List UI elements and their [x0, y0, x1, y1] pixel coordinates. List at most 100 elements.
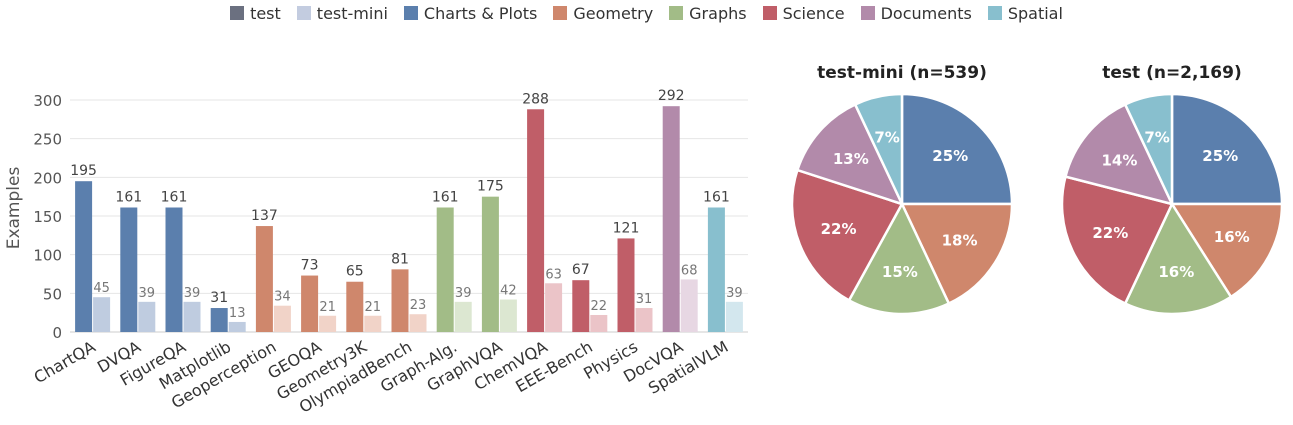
pie-title: test (n=2,169): [1102, 63, 1241, 83]
data-label-test: 73: [301, 258, 319, 274]
pie-slice: [853, 92, 904, 205]
pie-slice-label: 22%: [821, 220, 857, 238]
data-label-test: 175: [477, 179, 504, 195]
data-label-test-mini: 31: [636, 292, 653, 307]
pie-slice-label: 16%: [1214, 228, 1250, 246]
pie-slice-label: 15%: [882, 263, 918, 281]
bar-test-mini: [545, 283, 563, 332]
y-axis-label: Examples: [4, 167, 24, 250]
bar-test-mini: [364, 315, 382, 332]
data-label-test: 137: [251, 208, 278, 224]
pie-slice: [790, 168, 904, 303]
bar-test-mini: [499, 299, 517, 332]
bar-chart: 0 50 100 150 200 250 300 Examples 195 45 ChartQA 16…: [4, 88, 748, 417]
pie-slice: [1170, 92, 1284, 206]
pie-chart-test: test (n=2,169) 25% 16% 16% 22% 14% 7%: [1060, 63, 1284, 316]
y-tick-label: 150: [33, 208, 62, 226]
data-label-test: 161: [115, 189, 142, 205]
x-tick-label: ChartQA: [31, 337, 99, 387]
bar-test-mini: [680, 279, 698, 332]
bar-test-mini: [725, 301, 743, 332]
data-label-test-mini: 21: [319, 300, 336, 315]
data-label-test-mini: 34: [274, 290, 291, 305]
bar-test: [436, 207, 454, 332]
y-tick-label: 50: [43, 285, 62, 303]
pie-slice: [1063, 102, 1175, 206]
bar-test: [527, 109, 545, 332]
data-label-test: 161: [703, 189, 730, 205]
bar-test: [662, 106, 680, 332]
legend-swatch: [553, 6, 568, 20]
data-label-test-mini: 39: [184, 286, 201, 301]
data-label-test-mini: 68: [681, 263, 698, 278]
data-label-test-mini: 21: [365, 300, 382, 315]
data-label-test: 292: [658, 88, 685, 104]
pie-slice: [1060, 175, 1174, 306]
legend-swatch: [230, 6, 245, 20]
legend-label: Science: [782, 3, 845, 23]
pie-slice: [847, 201, 951, 316]
bar-test: [391, 269, 409, 332]
pie-slice-label: 22%: [1092, 224, 1128, 242]
legend-item-charts-plots: Charts & Plots: [403, 3, 538, 23]
data-label-test-mini: 13: [229, 306, 246, 321]
data-label-test: 31: [210, 290, 228, 306]
legend-swatch: [669, 6, 684, 20]
legend-swatch: [987, 6, 1002, 20]
legend-item-test: test: [230, 4, 281, 23]
legend-swatch: [860, 6, 875, 20]
pie-chart-test-mini: test-mini (n=539) 25% 18% 15% 22% 13% 7%: [790, 63, 1014, 316]
bar-test-mini: [183, 301, 201, 332]
legend-item-documents: Documents: [860, 4, 972, 23]
legend-item-spatial: Spatial: [987, 4, 1063, 23]
pie-slice-label: 13%: [833, 150, 869, 168]
data-label-test-mini: 39: [139, 286, 156, 301]
legend: test test-mini Charts & Plots Geometry G…: [0, 0, 1293, 26]
bar-test: [210, 308, 228, 332]
data-label-test: 67: [572, 262, 590, 278]
legend-item-science: Science: [762, 3, 845, 23]
bar-test: [301, 275, 319, 332]
y-tick-label: 200: [33, 169, 62, 187]
bar-test: [346, 281, 364, 332]
pie-slice-label: 25%: [1202, 147, 1238, 165]
bar-test-mini: [590, 314, 608, 332]
bar-test-mini: [635, 308, 653, 332]
data-label-test-mini: 63: [545, 267, 562, 282]
bar-test-mini: [93, 297, 111, 332]
y-tick-label: 0: [52, 324, 62, 342]
pie-slice: [795, 102, 905, 207]
bar-test: [707, 207, 725, 332]
data-label-test-mini: 39: [455, 286, 472, 301]
data-label-test: 121: [613, 220, 640, 236]
bar-test: [165, 207, 183, 332]
legend-label: Charts & Plots: [423, 3, 538, 23]
legend-label: Geometry: [573, 3, 654, 23]
pie-slice-label: 25%: [932, 147, 968, 165]
bar-test: [120, 207, 138, 332]
pie-slice: [1169, 202, 1284, 299]
pie-slice-label: 18%: [942, 232, 978, 250]
legend-swatch: [296, 6, 311, 20]
pie-slice-label: 7%: [874, 128, 899, 146]
pie-slice: [1123, 201, 1233, 316]
bar-test-mini: [228, 321, 246, 332]
bar-test: [255, 226, 273, 332]
pie-slice-label: 7%: [1144, 128, 1169, 146]
y-tick-label: 100: [33, 247, 62, 265]
legend-label: test-mini: [316, 3, 388, 23]
bar-test: [617, 238, 635, 332]
data-label-test-mini: 39: [726, 286, 743, 301]
pie-title: test-mini (n=539): [817, 63, 987, 83]
y-tick-label: 250: [33, 131, 62, 149]
legend-item-geometry: Geometry: [553, 4, 653, 23]
bar-test-mini: [454, 301, 472, 332]
pie-slice: [1123, 92, 1174, 205]
legend-swatch: [762, 6, 777, 20]
pie-slice: [900, 92, 1014, 206]
data-label-test-mini: 23: [410, 298, 427, 313]
pie-slice-label: 14%: [1101, 152, 1137, 170]
data-label-test: 161: [161, 189, 188, 205]
legend-swatch: [403, 6, 418, 20]
